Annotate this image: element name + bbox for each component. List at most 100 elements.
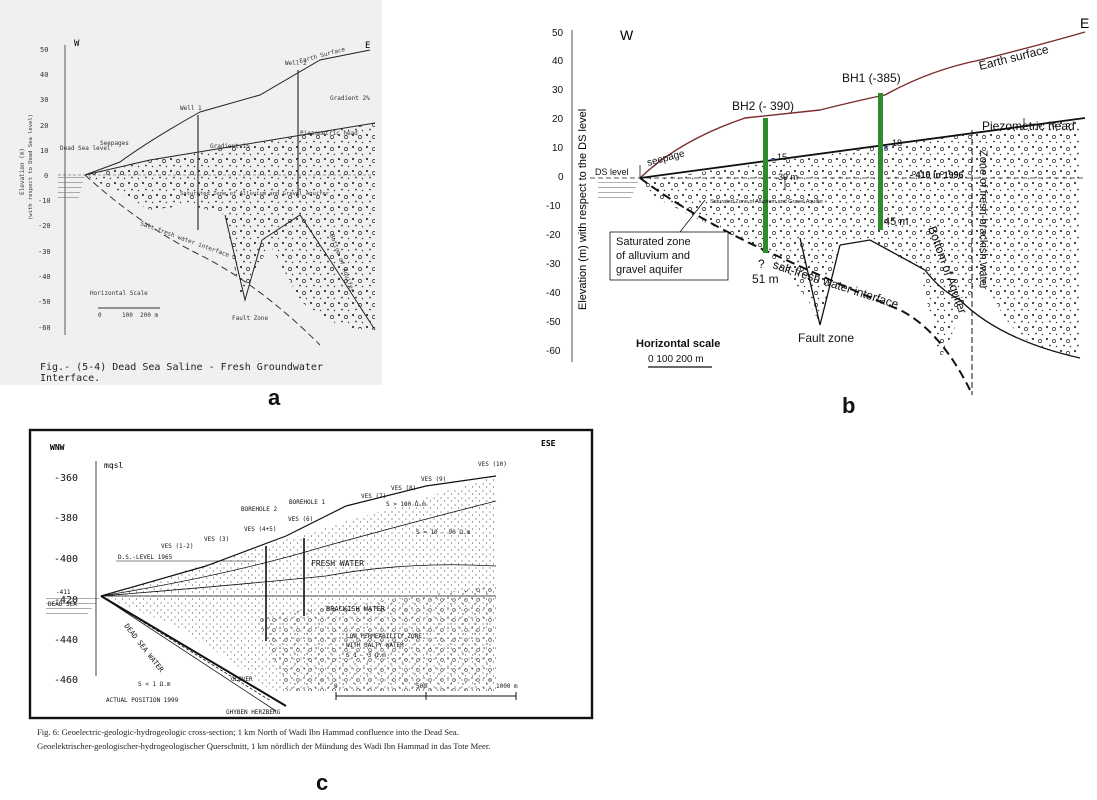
panel-c-actual-position: ACTUAL POSITION 1999 [106,697,179,704]
panel-c-surface [100,475,497,597]
panel-a-y-tick: 40 [40,71,48,79]
panel-b-question: ? [758,257,765,271]
panel-c-borehole-2-label: BOREHOLE 2 [241,506,278,513]
panel-b-y-tick: -30 [546,259,561,270]
panel-c-ves: VES (7) [361,493,386,500]
panel-c-borehole-1-label: BOREHOLE 1 [289,499,326,506]
panel-b-box-line-3: gravel aquifer [616,264,683,276]
panel-a-gradient-1: Gradient 1% [210,143,250,150]
panel-c-low-permeability [256,586,496,691]
panel-c-ves: VES (8) [391,485,416,492]
panel-c-ves: VES (1-2) [161,543,194,550]
panel-a-y-label-sub: (with respect to Dead Sea level) [28,114,34,220]
panel-b-bh1-well [878,93,883,230]
panel-a-interface-line [84,174,321,346]
panel-c-scale-1000: 1000 m [496,683,518,690]
panel-b-bh2-label: BH2 (- 390) [732,99,794,113]
panel-a-earth-surface-line [84,49,371,176]
panel-b-y-label: Elevation (m) with respect to the DS lev… [577,109,589,310]
panel-b-y-tick: -50 [546,317,561,328]
panel-b-label-18: 18 [892,138,902,148]
panel-a-horizontal-scale: Horizontal Scale [90,290,148,297]
panel-c-letter: c [316,770,329,795]
panel-a-y-tick: -40 [38,273,51,281]
panel-a-y-tick: 10 [40,147,48,155]
panel-b-horizontal-scale: Horizontal scale [636,338,720,350]
panel-c-y-tick: -460 [54,675,78,686]
panel-c-ds-level-1965: D.S.-LEVEL 1965 [118,554,173,561]
panel-c-brackish-water: BRACKISH WATER [326,605,386,613]
panel-b-aquifer-fill [640,118,1080,360]
panel-c-y-tick: -400 [54,554,78,565]
panel-a-well-1-label: Well 2 [285,60,307,67]
panel-c-resistivity-3: S < 1 Ω.m [138,681,171,688]
panel-a-piezometric-line [84,122,376,176]
panel-a-scale-100: 100 [122,312,133,319]
panel-c-scale-500: 500 [416,683,427,690]
panel-c-ves: VES (4+5) [244,526,277,533]
panel-b-west-label: W [620,27,634,43]
panel-c-fresh-water: FRESH WATER [311,559,364,568]
panel-a-caption: Fig.- (5-4) Dead Sea Saline - Fresh Grou… [40,362,323,384]
panel-c-dead-sea-hatch [46,596,101,616]
panel-a-seepages: Seepages [100,140,129,147]
panel-b-piezometric: Piezometric head [982,119,1075,133]
panel-c-scale-0: 0 [334,683,338,690]
panel-b-box-line-2: of alluvium and [616,250,690,262]
panel-b-fresh-brackish: Zone of fresh-brackish water [977,150,989,290]
panel-b-y-tick: 20 [552,114,564,125]
panel-b-east-label: E [1080,15,1089,31]
panel-b-y-tick: -40 [546,288,561,299]
panel-c-low-perm-1: LOW PERMEABILITY ZONE [346,633,422,640]
panel-c-low-perm-2: WITH SALTY WATER [346,642,404,649]
panel-c-ves: VES (9) [421,476,446,483]
panel-b-scale-ticks: 0 100 200 m [648,354,704,365]
panel-b-piezometric-line [639,117,1086,179]
panel-c-glover: GLOVER [231,676,253,683]
panel-b-label-51m: 51 m [752,272,779,286]
panel-b-bh1-label: BH1 (-385) [842,71,901,85]
panel-a-y-tick: 30 [40,96,48,104]
panel-b-y-tick: 50 [552,28,564,39]
panel-b-y-tick: -20 [546,230,561,241]
panel-b-y-tick: -10 [546,201,561,212]
panel-a-y-tick: 50 [40,46,48,54]
panel-a-aquifer-fill [85,123,375,330]
panel-b-label-45m: 45 m [884,216,908,228]
panel-b-y-tick: 30 [552,85,564,96]
panel-b-label-410: - 410 in 1996 [910,170,964,180]
panel-b-saturated-box [609,231,729,281]
panel-c-resistivity-1: S > 100 Ω.m [386,501,426,508]
panel-a-scale-200: 200 m [140,312,158,319]
panel-c-caption-line-1: Fig. 6: Geoelectric-geologic-hydrogeolog… [37,727,459,737]
panel-a-scale-0: 0 [98,312,102,319]
panel-b-fault [799,237,841,326]
panel-a-saturated-zone: Saturated Zone of Alluvium and Gravel Aq… [180,191,330,197]
panel-a-y-tick: -30 [38,248,51,256]
panel-b-y-tick: 40 [552,56,564,67]
panel-a-east-label: E [365,41,370,51]
panel-c: -360 -380 -400 -420 -440 -460 mqsl WNW E… [26,426,596,722]
panel-b-label-15: 15 [777,152,787,162]
panel-c-ves: VES (6) [288,516,313,523]
panel-b-y-tick: 0 [558,172,564,183]
panel-b-label-39m: 39 m [778,172,798,182]
panel-c-ves: VES (3) [204,536,229,543]
panel-b: 50 40 30 20 10 0 -10 -20 -30 -40 -50 -60… [540,0,1097,400]
panel-a-fault-zone: Fault Zone [232,315,269,322]
panel-b-interface-line [639,177,971,391]
panel-a-dead-sea [58,175,85,200]
panel-c-east-label: ESE [541,439,556,448]
panel-a-west-label: W [74,39,80,49]
panel-a-y-tick: 0 [44,172,48,180]
panel-c-resistivity-2: S = 10 - 90 Ω.m [416,529,471,536]
panel-c-caption: Fig. 6: Geoelectric-geologic-hydrogeolog… [37,725,597,753]
panel-c-diagram: -360 -380 -400 -420 -440 -460 mqsl WNW E… [28,428,594,720]
panel-c-y-tick: -360 [54,473,78,484]
panel-a-piezometric: Piezometric head [300,130,358,137]
panel-a-y-tick: -20 [38,222,51,230]
panel-b-bh2-well [763,118,768,253]
panel-b-saturated-inner: Saturated Zone of Alluvium and Gravel Aq… [710,199,823,205]
panel-c-low-perm-3: S 1 - 3 Ω.m [346,652,386,659]
panel-c-ds-value: -411 [56,589,71,596]
